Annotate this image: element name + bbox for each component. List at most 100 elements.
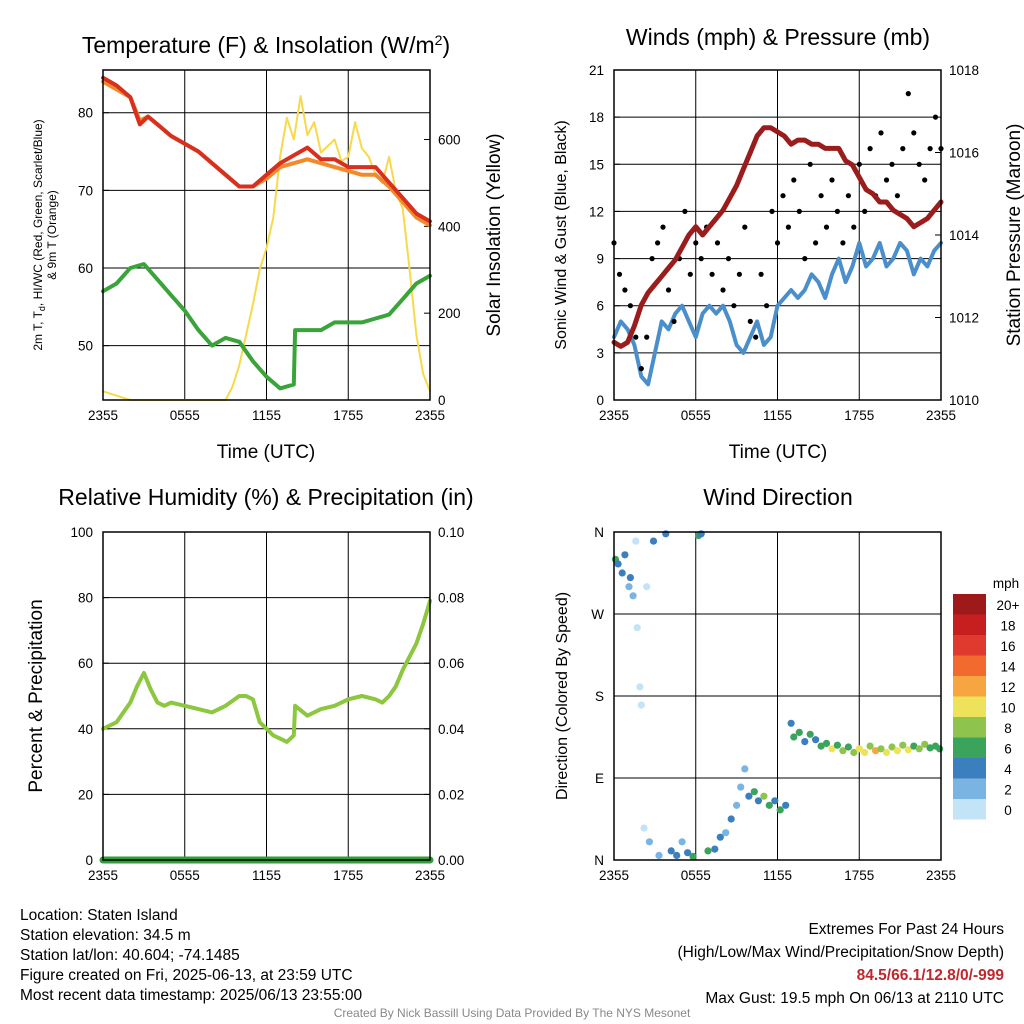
gust-point (932, 114, 939, 120)
gust-point (922, 177, 928, 183)
gust-point (665, 287, 672, 293)
gust-point (829, 177, 835, 183)
x-tick-label: 0555 (681, 868, 711, 883)
gust-point (655, 240, 661, 246)
direction-point (765, 801, 773, 809)
gust-point (638, 366, 644, 372)
gust-point (709, 271, 715, 277)
gust-point (736, 271, 743, 277)
gust-point (633, 334, 639, 340)
gust-point (758, 271, 764, 277)
y-tick-label-right: 600 (438, 132, 461, 147)
y-tick-label-left: N (594, 525, 604, 540)
y-tick-label-right: 0.10 (438, 525, 464, 540)
temperature-ylabel-right: Solar Insolation (Yellow) (484, 133, 505, 336)
gust-point (774, 240, 781, 246)
legend-label: 2 (1004, 783, 1012, 798)
y-tick-label-right: 200 (438, 306, 461, 321)
direction-point (787, 719, 795, 727)
direction-point (910, 742, 918, 750)
extremes-values: 84.5/66.1/12.8/0/-999 (856, 967, 1004, 984)
gust-point (791, 177, 797, 183)
y-tick-label-left: 60 (78, 261, 93, 276)
gust-point (802, 256, 808, 262)
direction-point (640, 824, 648, 832)
recent-timestamp: Most recent data timestamp: 2025/06/13 2… (20, 987, 363, 1004)
legend-swatch (953, 676, 986, 697)
direction-point (633, 624, 641, 632)
speed-legend: mph 20+ 18 16 14 12 10 8 6 4 2 0 (953, 576, 1020, 820)
gust-point (889, 161, 895, 167)
y-tick-label-right: 0.02 (438, 787, 464, 802)
direction-point (655, 851, 663, 860)
humidity-frame (102, 531, 431, 861)
direction-point (893, 747, 902, 755)
direction-point (673, 851, 681, 860)
y-tick-label-left: 3 (596, 346, 604, 361)
gust-point (616, 271, 623, 277)
direction-point (872, 747, 880, 755)
gust-point (622, 287, 628, 293)
direction-point (850, 748, 858, 757)
direction-point (771, 797, 779, 805)
gust-point (720, 287, 726, 293)
legend-swatch (953, 737, 986, 758)
y-tick-label-right: 0.08 (438, 591, 464, 606)
direction-point (782, 801, 790, 809)
direction-point (626, 574, 635, 582)
gust-point (698, 256, 704, 262)
direction-point (861, 748, 869, 757)
x-tick-label: 1755 (844, 868, 874, 883)
gust-point (867, 146, 873, 152)
gust-point (764, 303, 770, 309)
gust-point (796, 208, 802, 214)
x-tick-label: 2355 (926, 868, 956, 883)
gust-point (845, 193, 852, 199)
x-tick-label: 2355 (599, 868, 629, 883)
x-tick-label: 2355 (88, 868, 118, 883)
direction-point (866, 742, 874, 750)
gust-point (687, 271, 693, 277)
y-tick-label-left: 6 (596, 299, 604, 314)
y-tick-label-left: 15 (589, 157, 604, 172)
direction-point (678, 838, 686, 846)
y-tick-label-left: N (594, 853, 604, 868)
gust-point (840, 240, 846, 246)
legend-label: 16 (1000, 639, 1015, 654)
gust-point (725, 256, 732, 262)
legend-label: 6 (1004, 742, 1012, 757)
gust-point (823, 224, 830, 230)
x-tick-label: 1155 (252, 868, 281, 883)
direction-point (689, 852, 697, 861)
y-tick-label-right: 400 (438, 219, 461, 234)
direction-point (882, 748, 891, 757)
direction-point (828, 745, 836, 753)
extremes-subtitle: (High/Low/Max Wind/Precipitation/Snow De… (677, 944, 1005, 961)
y-tick-label-left: 12 (589, 204, 604, 219)
direction-point (776, 806, 784, 814)
legend-swatch (953, 594, 986, 615)
y-tick-label-left: W (591, 607, 604, 622)
direction-point (741, 765, 749, 773)
x-tick-label: 2355 (415, 868, 445, 883)
panel-winds: Winds (mph) & Pressure (mb) 0 3 6 9 12 15 18 21… (553, 24, 1024, 463)
direction-point (625, 583, 633, 591)
gust-point (742, 224, 748, 230)
legend-label: 20+ (997, 598, 1020, 613)
legend-swatch (953, 758, 986, 779)
direction-point (921, 740, 929, 748)
direction-point (704, 847, 712, 855)
gust-point (818, 193, 824, 199)
direction-point (649, 537, 658, 545)
winds-ylabel-right: Station Pressure (Maroon) (1004, 124, 1024, 347)
humidity-line (101, 598, 432, 744)
direction-point (645, 838, 654, 846)
direction-point (904, 746, 912, 754)
temperature-title: Temperature (F) & Insolation (W/m2) (82, 32, 450, 58)
gust-point (878, 130, 884, 136)
direction-point (760, 792, 768, 800)
direction-point (877, 745, 885, 753)
gust-point (769, 208, 775, 214)
y-tick-label-right: 0.04 (438, 722, 465, 737)
